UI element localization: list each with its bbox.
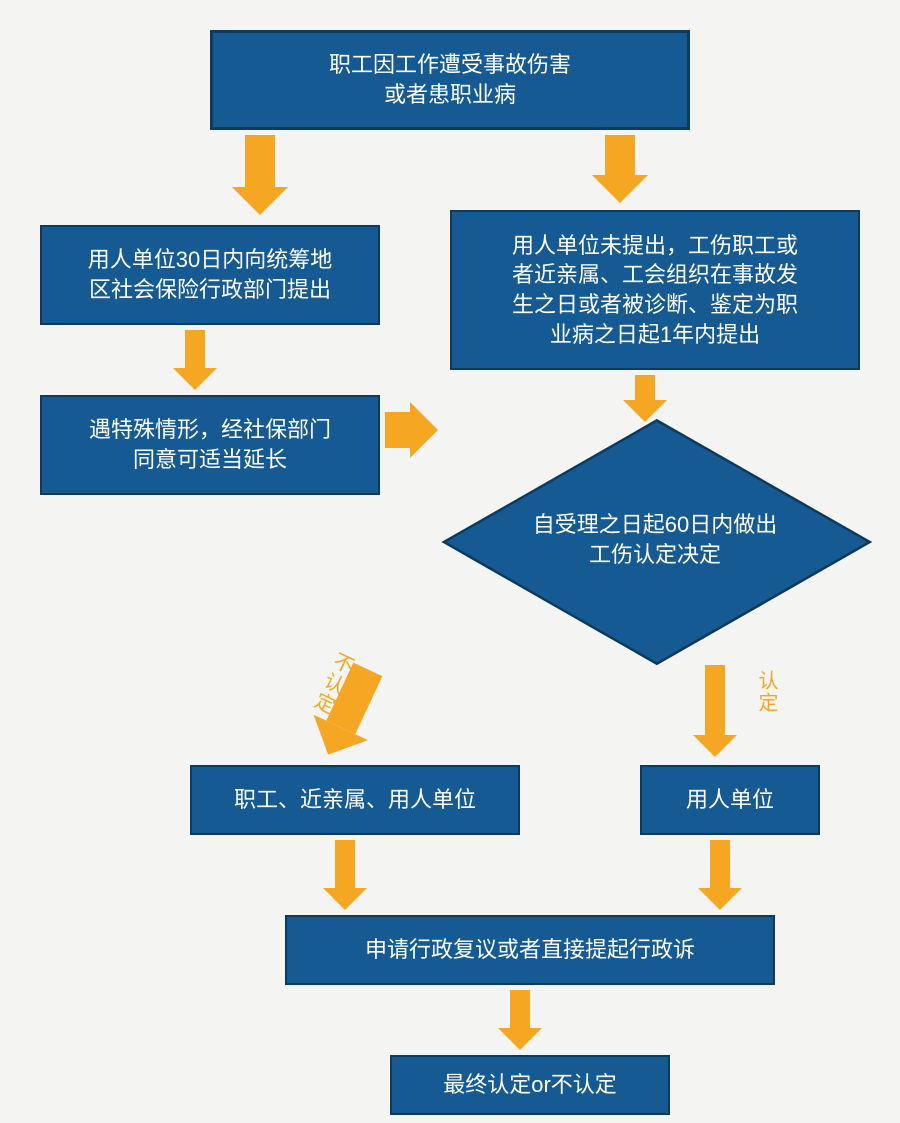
- flow-edge-label-l2: 认定: [752, 670, 781, 714]
- flow-arrow-e4: [623, 375, 667, 422]
- flow-node-n2: 用人单位30日内向统筹地区社会保险行政部门提出: [40, 225, 380, 325]
- flow-node-n4: 遇特殊情形，经社保部门同意可适当延长: [40, 395, 380, 495]
- flow-arrow-e10: [498, 990, 542, 1050]
- flow-arrow-e8: [323, 840, 367, 910]
- flow-arrow-e2: [592, 135, 648, 203]
- flowchart-canvas: 职工因工作遭受事故伤害或者患职业病用人单位30日内向统筹地区社会保险行政部门提出…: [0, 0, 900, 1123]
- flow-arrow-e9: [698, 840, 742, 910]
- flow-node-n1: 职工因工作遭受事故伤害或者患职业病: [210, 30, 690, 130]
- flow-node-n8: 最终认定or不认定: [390, 1055, 670, 1115]
- flow-arrow-e3: [173, 330, 217, 390]
- flow-arrow-e5: [385, 402, 438, 458]
- flow-arrow-e1: [232, 135, 288, 215]
- flow-arrow-e7: [693, 665, 737, 757]
- flow-node-n6: 用人单位: [640, 765, 820, 835]
- flow-node-n3: 用人单位未提出，工伤职工或者近亲属、工会组织在事故发生之日或者被诊断、鉴定为职业…: [450, 210, 860, 370]
- flow-decision-d1: 自受理之日起60日内做出工伤认定决定: [445, 420, 865, 660]
- flow-node-n5: 职工、近亲属、用人单位: [190, 765, 520, 835]
- flow-node-n7: 申请行政复议或者直接提起行政诉: [285, 915, 775, 985]
